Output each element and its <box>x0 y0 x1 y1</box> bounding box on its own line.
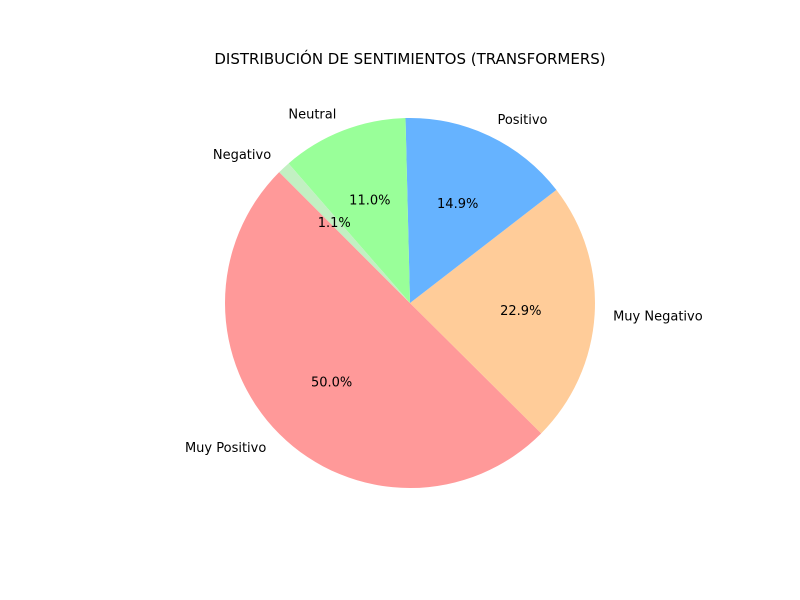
slice-label-muy-positivo: Muy Positivo <box>185 441 266 456</box>
pie-slice-positivo <box>405 117 557 303</box>
slice-label-positivo: Positivo <box>497 113 547 128</box>
pie-slices <box>224 117 595 489</box>
pie-labels: Muy Positivo 50.0% Muy Negativo 22.9% Positi… <box>185 107 703 456</box>
slice-percent-positivo: 14.9% <box>437 197 478 212</box>
pie-slice-neutral <box>288 118 410 304</box>
slice-label-negativo: Negativo <box>213 148 271 163</box>
slice-percent-muy-negativo: 22.9% <box>500 304 541 319</box>
slice-percent-neutral: 11.0% <box>349 194 390 209</box>
slice-label-neutral: Neutral <box>288 107 336 122</box>
chart-title: DISTRIBUCIÓN DE SENTIMIENTOS (TRANSFORME… <box>214 49 605 68</box>
pie-slice-muy-negativo <box>410 189 595 434</box>
slice-percent-negativo: 1.1% <box>318 216 351 231</box>
pie-slice-muy-positivo <box>224 172 542 489</box>
slice-percent-muy-positivo: 50.0% <box>311 376 352 391</box>
pie-slice-negativo <box>279 163 410 303</box>
slice-label-muy-negativo: Muy Negativo <box>613 310 703 325</box>
